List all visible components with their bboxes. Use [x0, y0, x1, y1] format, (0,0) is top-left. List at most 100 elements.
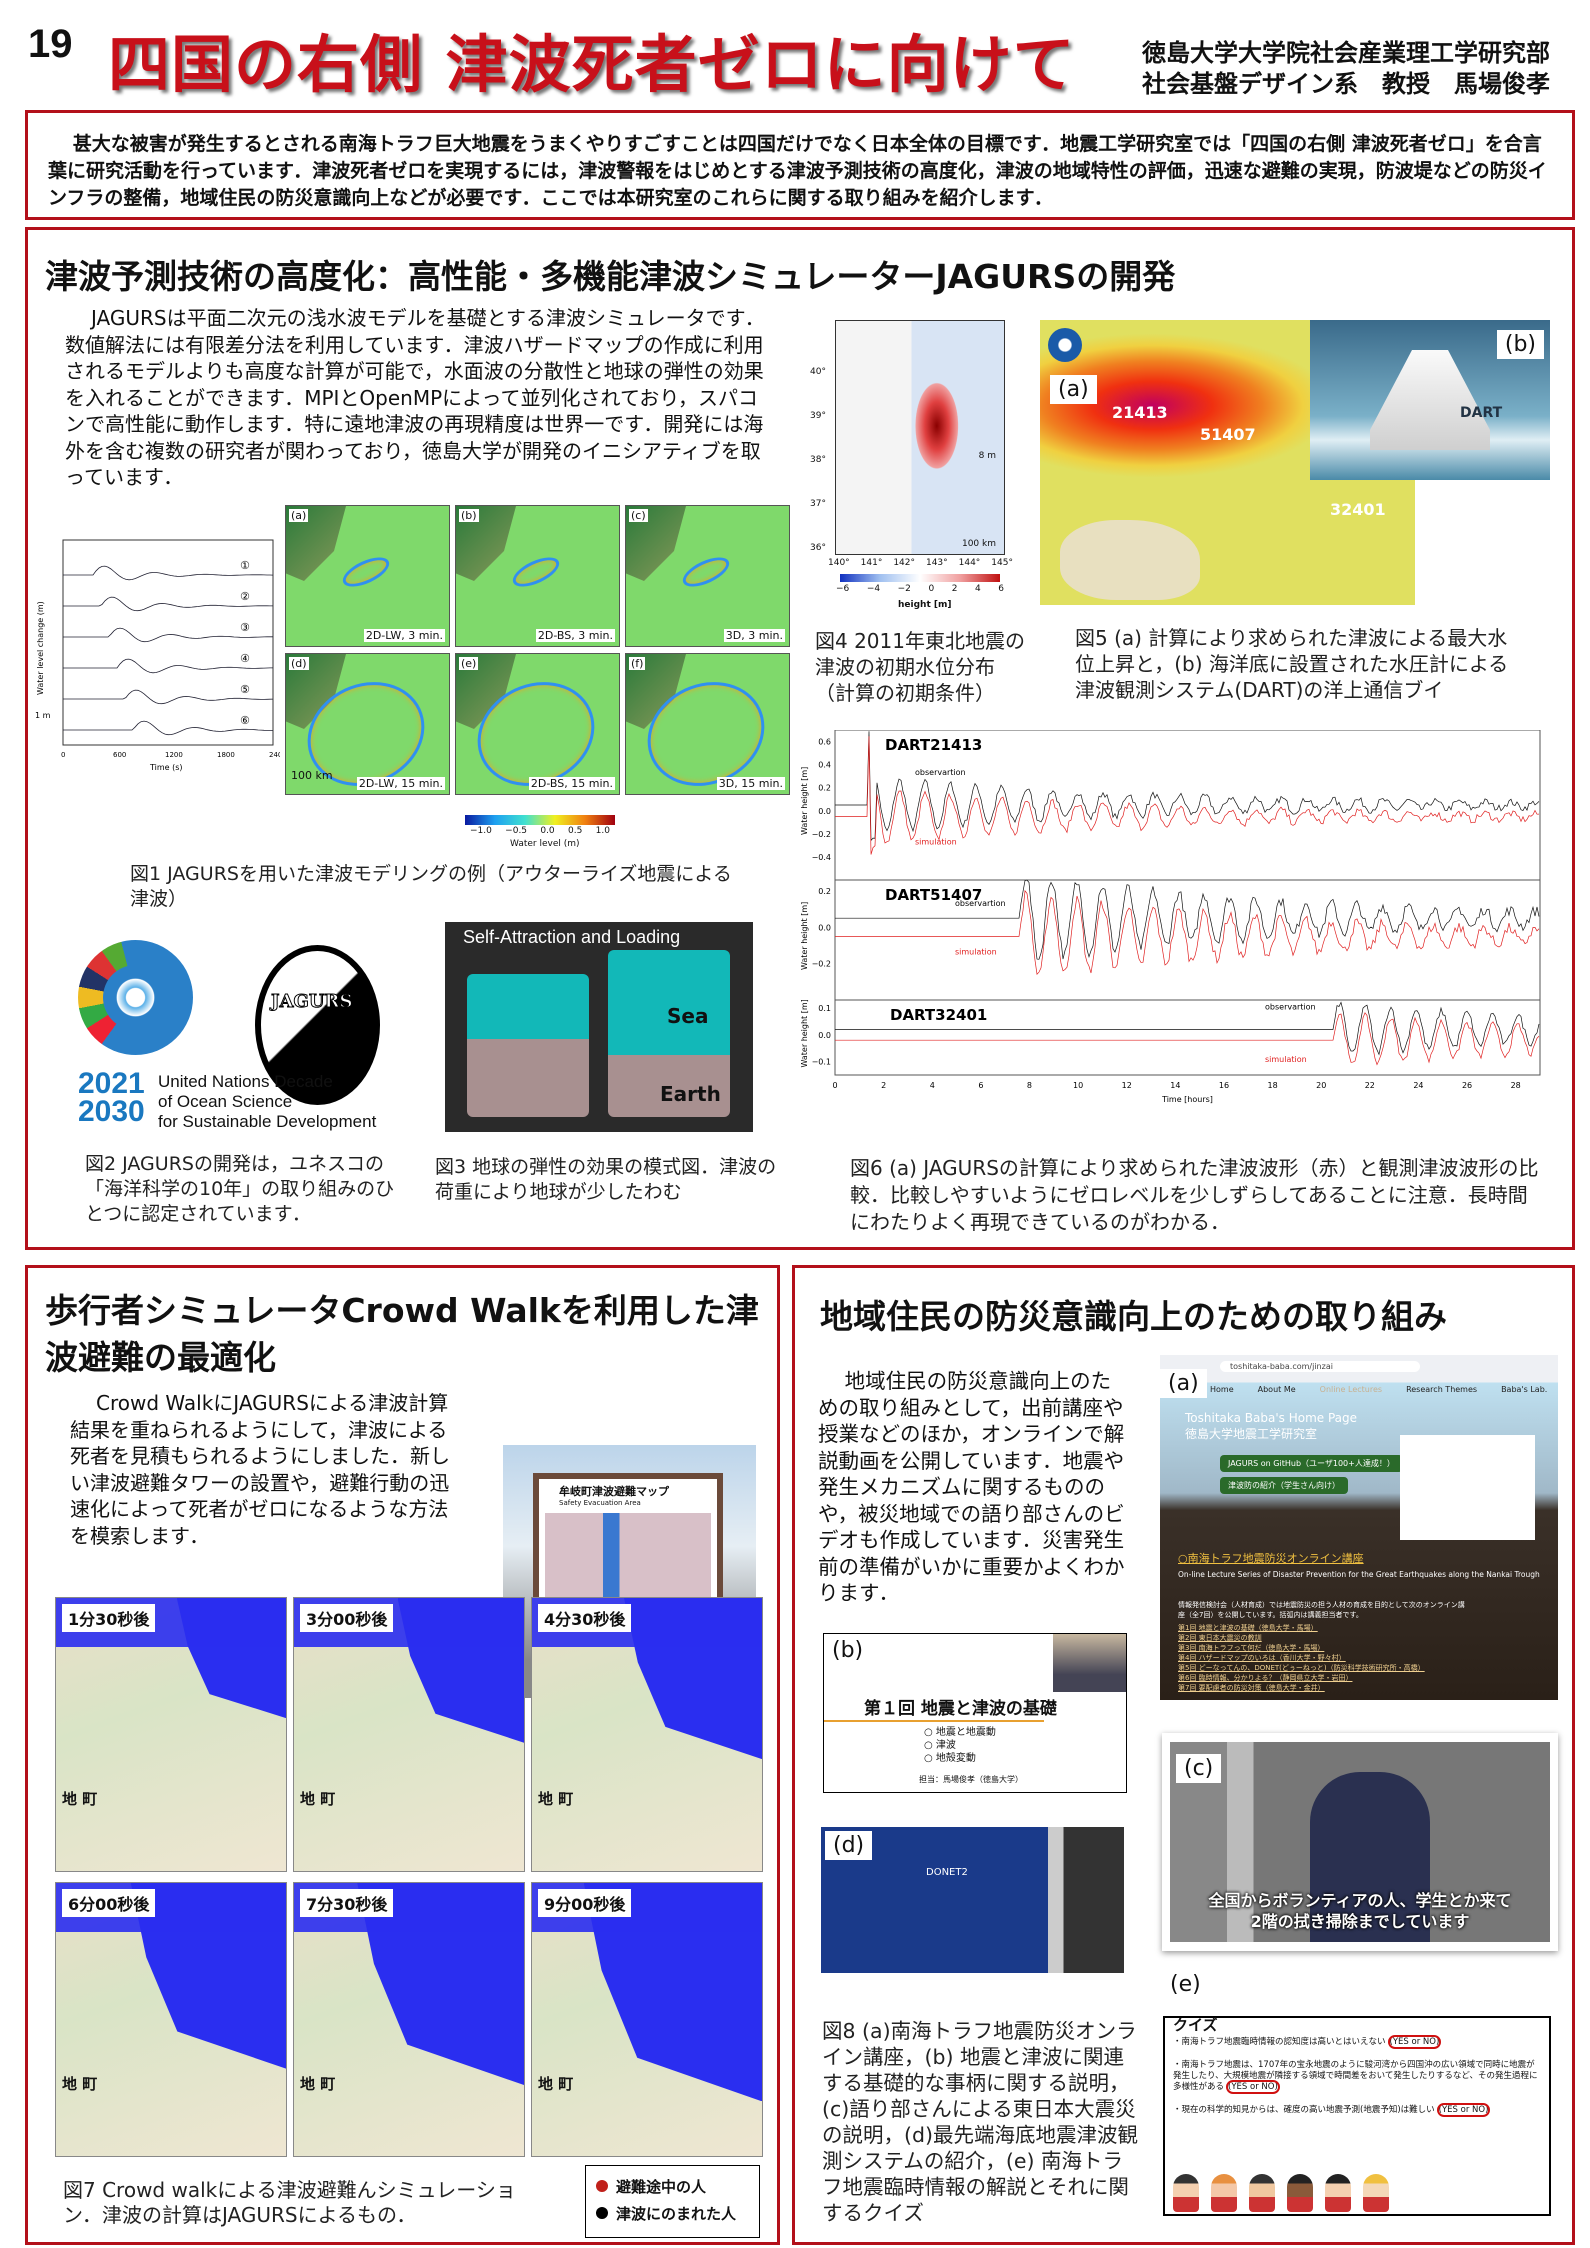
- year-start: 2021: [78, 1067, 145, 1100]
- person-icon: [1363, 2174, 1389, 2212]
- scalebar: 100 km: [291, 769, 333, 782]
- section-awareness: [792, 1265, 1575, 2245]
- fig1-panel: (f) 3D, 15 min.: [625, 653, 790, 795]
- person-figure: [1310, 1772, 1430, 1942]
- legend-item: 津波にのまれた人: [596, 2201, 749, 2228]
- map-time-label: 3分00秒後: [300, 1604, 394, 1632]
- station-label: 51407: [1200, 425, 1256, 444]
- nav-link[interactable]: Research Themes: [1406, 1385, 1478, 1394]
- browser-url[interactable]: toshitaka-baba.com/jinzai: [1220, 1361, 1420, 1372]
- town-label: 地 町: [300, 2075, 336, 2093]
- simulation-series: [835, 889, 1540, 975]
- lon-tick: 145°: [991, 558, 1013, 568]
- waveform: [63, 658, 273, 674]
- x-label: Time [hours]: [1161, 1095, 1213, 1104]
- town-label: 地 町: [538, 2075, 574, 2093]
- site-button[interactable]: 津波防の紹介（学生さん向け）: [1220, 1477, 1348, 1494]
- nav-link[interactable]: Baba's Lab.: [1501, 1385, 1548, 1394]
- x-tick: 6: [978, 1081, 983, 1090]
- question-answer: (YES or NO): [1226, 2080, 1280, 2094]
- station-number: ③: [240, 621, 250, 634]
- fig1-colorbar: [465, 815, 615, 825]
- map-time-label: 4分30秒後: [538, 1604, 632, 1632]
- lecture-title[interactable]: ○南海トラフ地震防災オンライン講座: [1178, 1552, 1364, 1565]
- australia-landmass: [1060, 520, 1200, 600]
- fig4-caption: 図4 2011年東北地震の津波の初期水位分布（計算の初期条件）: [815, 629, 1025, 705]
- x-tick: 16: [1219, 1081, 1229, 1090]
- fig1-panel: (d) 2D-LW, 15 min. 100 km: [285, 653, 450, 795]
- cbar-tick: −4: [866, 584, 881, 594]
- x-tick: 0: [61, 751, 65, 759]
- sea-block-right: [608, 950, 730, 1055]
- person-icon: [1249, 2174, 1275, 2212]
- cbar-tick: 0: [928, 584, 935, 594]
- question-answer: (YES or NO): [1387, 2035, 1442, 2049]
- panel-id: (e): [459, 657, 479, 670]
- lecture-link[interactable]: 第1回 地震と津波の基礎（徳島大学・馬場）: [1178, 1624, 1318, 1632]
- observation-series: [835, 731, 1540, 842]
- nav-link[interactable]: About Me: [1257, 1385, 1296, 1394]
- y-tick: 0.4: [818, 761, 831, 770]
- sim-label: simulation: [955, 947, 997, 956]
- panel-id: (b): [459, 509, 479, 522]
- poster-number: 19: [28, 22, 73, 66]
- evacuation-map: 7分30秒後地 町: [293, 1882, 525, 2157]
- lecture-link[interactable]: 第3回 南海トラフって何だ（徳島大学・馬場）: [1178, 1644, 1325, 1652]
- x-tick: 1200: [165, 751, 183, 759]
- station-number: ⑤: [240, 683, 250, 696]
- y-tick: −0.2: [812, 830, 831, 839]
- evacuation-map: 4分30秒後地 町: [531, 1597, 763, 1872]
- y-tick: −0.1: [812, 1058, 831, 1067]
- fig6-caption: 図6 (a) JAGURSの計算により求められた津波波形（赤）と観測津波波形の比…: [850, 1156, 1539, 1234]
- question-text: ・現在の科学的知見からは、確度の高い地震予測(地震予知)は難しい: [1173, 2105, 1435, 2115]
- subtitle-line: 2階の拭き掃除までしています: [1250, 1912, 1470, 1931]
- lon-tick: 141°: [860, 558, 883, 568]
- buoy-icon: [1370, 350, 1490, 450]
- screen-text: DONET2: [926, 1867, 968, 1878]
- section-heading: 津波予測技術の高度化：高性能・多機能津波シミュレーターJAGURSの開発: [45, 257, 1176, 296]
- panel-id: (d): [289, 657, 309, 670]
- question-text: ・南海トラフ地震臨時情報の認知度は高いとはいえない: [1173, 2037, 1386, 2047]
- lecture-link[interactable]: 第5回 どーなってんの、DONET(どぅーねっと)（防災科学技術研究所・高橋）: [1178, 1664, 1425, 1672]
- fig5-caption: 図5 (a) 計算により求められた津波による最大水位上昇と，(b) 海洋底に設置…: [1075, 626, 1509, 702]
- panel-tag: 2D-BS, 3 min.: [535, 629, 615, 642]
- nav-link[interactable]: Online Lectures: [1319, 1385, 1383, 1394]
- town-label: 地 町: [62, 2075, 98, 2093]
- waveform: [63, 720, 273, 736]
- site-title: Toshitaka Baba's Home Page 徳島大学地震工学研究室: [1185, 1410, 1357, 1442]
- waveform: [63, 627, 273, 643]
- colorbar-tick: −1.0: [470, 826, 492, 836]
- lon-tick: 142°: [893, 558, 915, 568]
- nav-link[interactable]: Home: [1210, 1385, 1234, 1394]
- lecture-link[interactable]: 第7回 要配慮者の防災対策（徳島大学・金井）: [1178, 1684, 1325, 1692]
- earth-label: Earth: [660, 1082, 721, 1106]
- cbar-tick: −6: [836, 584, 850, 594]
- simulation-series: [835, 1012, 1540, 1066]
- lat-tick: 38°: [810, 455, 826, 465]
- section-heading: 歩行者シミュレータCrowd Walkを利用した津波避難の最適化: [45, 1291, 759, 1377]
- fig1-panel: (a) 2D-LW, 3 min.: [285, 505, 450, 647]
- lecture-link[interactable]: 第2回 東日本大震災の教訓: [1178, 1634, 1262, 1642]
- y-tick: 0.0: [818, 1031, 831, 1040]
- x-tick: 10: [1073, 1081, 1083, 1090]
- subtitle-line: 全国からボランティアの人、学生とか来て: [1208, 1891, 1512, 1910]
- site-button[interactable]: JAGURS on GitHub（ユーザ100+人達成！）: [1220, 1455, 1403, 1472]
- y-label: Water height [m]: [800, 999, 809, 1067]
- map-time-label: 1分30秒後: [62, 1604, 156, 1632]
- y-label: Water height [m]: [800, 767, 809, 835]
- lecture-desc: 情報発信検討会（人材育成）では地震防災の担う人材の育成を目的として次のオンライン…: [1178, 1601, 1465, 1619]
- x-tick: 12: [1122, 1081, 1132, 1090]
- buoy-text: DART: [1460, 405, 1503, 421]
- lecture-link[interactable]: 第4回 ハザードマップのいろは（香川大学・野々村）: [1178, 1654, 1346, 1662]
- station-number: ④: [240, 652, 250, 665]
- year-end: 2030: [78, 1095, 145, 1128]
- crowdwalk-maps: 1分30秒後地 町 3分00秒後地 町 4分30秒後地 町 6分00秒後地 町 7分30…: [55, 1597, 765, 2162]
- lecture-link[interactable]: 第6回 臨時情報、分かりよる？（静岡県立大学・岩田）: [1178, 1674, 1353, 1682]
- lat-tick: 37°: [810, 499, 826, 509]
- obs-label: observartion: [955, 899, 1006, 908]
- fig7-caption: 図7 Crowd walkによる津波避難んシミュレーション．津波の計算はJAGU…: [63, 2178, 516, 2227]
- fig5-label-a: (a): [1050, 375, 1097, 404]
- decade-years: 2021 2030: [78, 1067, 145, 1128]
- lecture-en: On-line Lecture Series of Disaster Preve…: [1178, 1570, 1540, 1579]
- legend-dot-icon: [596, 2207, 608, 2219]
